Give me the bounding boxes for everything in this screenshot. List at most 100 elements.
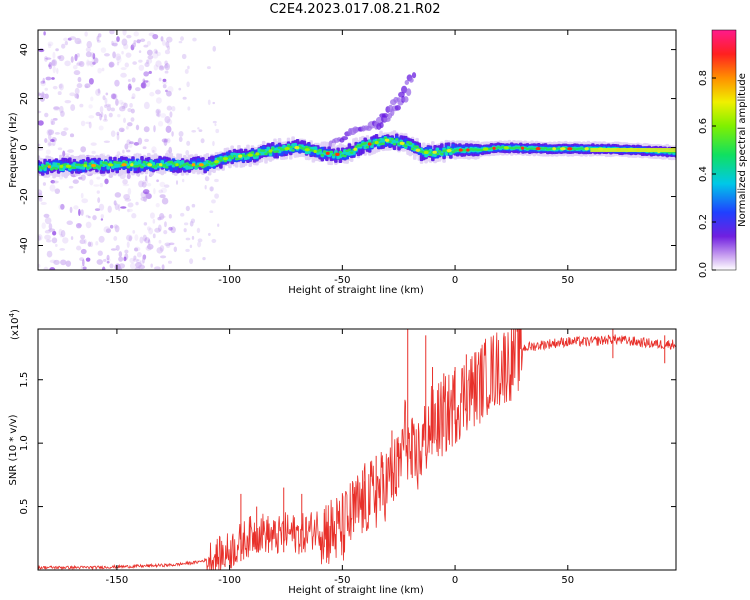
noise-speckle — [45, 149, 51, 155]
ridge-band — [117, 161, 122, 164]
noise-speckle — [186, 140, 191, 146]
noise-speckle — [106, 261, 110, 264]
noise-speckle — [113, 200, 117, 206]
spectrogram-y-tick-label: 0 — [19, 144, 30, 150]
noise-speckle — [142, 189, 150, 195]
noise-speckle — [155, 60, 162, 68]
noise-speckle — [164, 116, 171, 124]
ridge-hotspot — [458, 148, 463, 152]
noise-speckle — [63, 37, 69, 42]
noise-speckle — [85, 214, 90, 218]
noise-speckle — [185, 237, 191, 241]
noise-speckle — [160, 36, 164, 42]
noise-speckle — [45, 239, 52, 243]
noise-speckle — [171, 131, 174, 137]
ridge-band — [219, 159, 223, 162]
noise-speckle — [148, 70, 152, 75]
noise-speckle — [117, 204, 121, 212]
ridge-band — [72, 166, 77, 170]
noise-speckle — [135, 201, 139, 206]
noise-speckle — [106, 105, 112, 112]
noise-speckle — [191, 203, 196, 208]
noise-speckle — [88, 104, 93, 109]
noise-speckle — [85, 121, 91, 125]
noise-speckle — [209, 186, 214, 192]
noise-speckle — [92, 52, 96, 60]
ridge-band — [320, 153, 325, 157]
ridge-band — [232, 155, 237, 158]
noise-speckle — [112, 51, 116, 59]
noise-speckle — [49, 184, 56, 192]
ridge-hotspot — [238, 154, 243, 158]
noise-speckle — [52, 66, 56, 74]
noise-speckle — [138, 50, 142, 54]
noise-speckle — [99, 106, 104, 113]
ridge-band — [275, 150, 280, 153]
snr-x-axis-label: Height of straight line (km) — [288, 585, 424, 596]
noise-speckle — [64, 153, 71, 156]
noise-speckle — [57, 55, 62, 59]
snr-series-line — [38, 329, 676, 570]
noise-speckle — [89, 52, 95, 58]
noise-speckle — [96, 190, 100, 194]
ridge-band — [428, 153, 433, 157]
noise-speckle — [166, 36, 173, 43]
noise-speckle — [79, 103, 84, 108]
noise-speckle — [72, 64, 78, 70]
noise-speckle — [175, 180, 179, 185]
noise-speckle — [76, 83, 83, 89]
noise-speckle — [164, 70, 169, 74]
noise-speckle — [84, 31, 88, 37]
noise-speckle — [64, 40, 68, 46]
noise-speckle — [78, 61, 85, 67]
noise-speckle — [69, 92, 76, 97]
noise-speckle — [148, 32, 155, 37]
noise-speckle — [44, 93, 49, 99]
noise-speckle — [206, 66, 211, 70]
noise-speckle — [60, 229, 66, 238]
ridge-band — [415, 145, 419, 149]
noise-speckle — [88, 121, 92, 129]
noise-speckle — [152, 52, 159, 59]
noise-speckle — [164, 60, 168, 66]
noise-speckle — [117, 113, 121, 118]
noise-speckle — [108, 62, 114, 68]
noise-speckle — [38, 92, 42, 97]
noise-speckle — [126, 34, 132, 39]
noise-speckle — [129, 257, 135, 264]
noise-speckle — [88, 215, 91, 219]
noise-speckle — [142, 78, 146, 83]
ridge-band — [349, 151, 354, 154]
noise-speckle — [181, 53, 187, 60]
noise-speckle — [126, 122, 133, 127]
noise-speckle — [86, 59, 90, 67]
snr-y-tick-label: 0.5 — [19, 499, 30, 515]
noise-speckle — [166, 138, 171, 144]
noise-speckle — [149, 91, 155, 97]
noise-speckle — [112, 40, 118, 48]
noise-speckle — [127, 83, 132, 91]
ridge-hotspot — [423, 150, 429, 155]
ridge-band — [171, 162, 176, 165]
noise-speckle — [120, 206, 127, 209]
ridge-hotspot — [367, 142, 372, 146]
noise-speckle — [74, 53, 78, 62]
noise-speckle — [138, 59, 143, 63]
noise-speckle — [123, 102, 128, 109]
noise-speckle — [155, 202, 160, 208]
ridge-band — [83, 162, 88, 165]
noise-speckle — [54, 188, 61, 194]
ridge-band — [329, 150, 334, 154]
noise-speckle — [80, 248, 87, 255]
noise-speckle — [40, 201, 47, 205]
noise-speckle — [146, 40, 152, 46]
noise-speckle — [156, 113, 160, 117]
noise-speckle — [85, 221, 92, 229]
branch-blob — [379, 121, 384, 129]
noise-speckle — [50, 118, 54, 126]
noise-speckle — [79, 239, 86, 245]
noise-speckle — [127, 187, 132, 196]
noise-speckle — [87, 241, 92, 247]
noise-speckle — [113, 224, 118, 229]
ridge-hotspot — [552, 147, 556, 151]
